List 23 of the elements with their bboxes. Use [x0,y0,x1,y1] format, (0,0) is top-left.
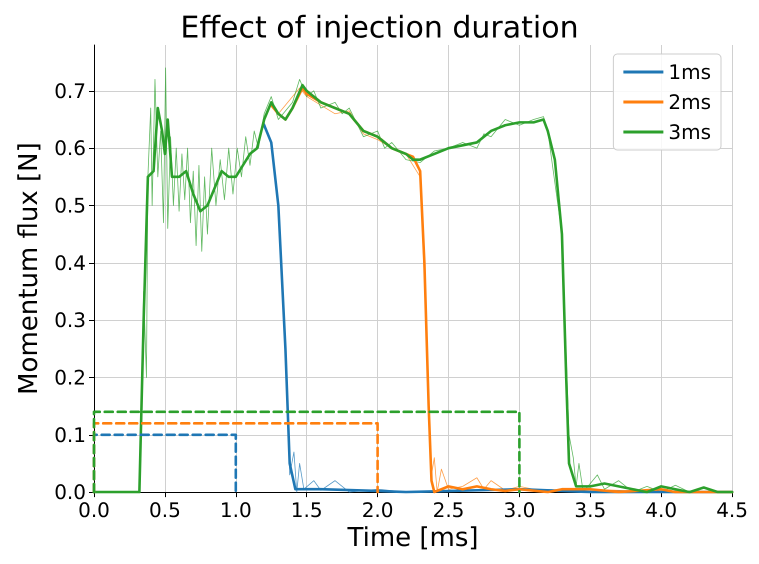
y-tick-label: 0.2 [54,365,86,390]
y-tick-label: 0.7 [54,78,86,103]
x-tick-label: 4.0 [645,498,678,522]
x-axis-title: Time [ms] [346,523,479,553]
y-tick-label: 0.5 [54,193,86,218]
legend-label: 3ms [668,120,712,144]
legend-label: 1ms [668,60,712,84]
x-tick-label: 2.0 [362,498,394,522]
chart-title: Effect of injection duration [180,10,579,46]
y-tick-label: 0.6 [54,136,86,160]
y-tick-label: 0.1 [54,422,86,447]
x-tick-label: 0.0 [78,498,110,522]
x-tick-label: 1.0 [220,498,252,522]
x-tick-label: 3.0 [503,498,536,522]
legend-label: 2ms [668,90,712,114]
y-axis-title: Momentum flux [N] [14,142,44,395]
x-tick-label: 0.5 [148,498,181,522]
y-tick-label: 0.4 [54,250,86,275]
x-tick-label: 3.5 [574,498,606,522]
y-tick-label: 0.3 [54,308,86,332]
x-tick-label: 4.5 [716,498,748,522]
x-tick-label: 2.5 [432,498,464,522]
x-tick-label: 1.5 [290,498,323,522]
